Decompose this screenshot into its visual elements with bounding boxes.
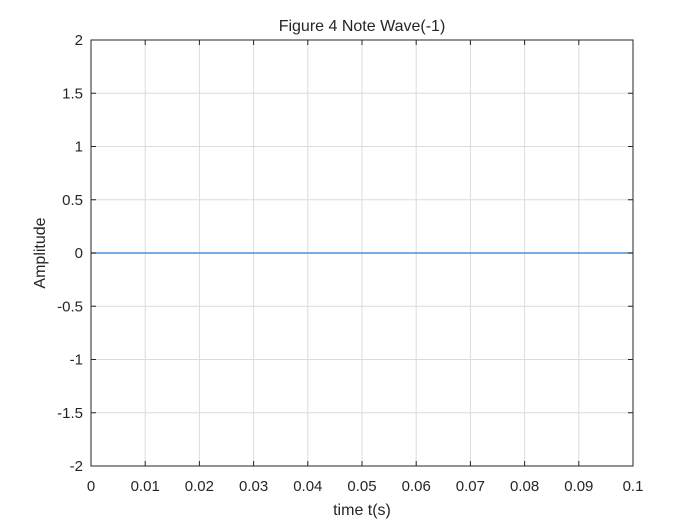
y-tick-label: -0.5 [57, 298, 83, 315]
y-tick-label: -1.5 [57, 405, 83, 422]
y-tick-label: 2 [75, 32, 83, 49]
x-tick-label: 0.01 [131, 478, 160, 495]
y-tick-label: 0 [75, 245, 83, 262]
x-tick-label: 0.09 [564, 478, 593, 495]
y-tick-labels: 2 1.5 1 0.5 0 -0.5 -1 -1.5 -2 [57, 32, 83, 475]
y-tick-label: 1 [75, 139, 83, 156]
x-tick-label: 0.08 [510, 478, 539, 495]
x-tick-label: 0 [87, 478, 95, 495]
x-tick-label: 0.1 [623, 478, 644, 495]
x-tick-label: 0.02 [185, 478, 214, 495]
y-tick-label: 0.5 [62, 192, 83, 209]
x-tick-labels: 0 0.01 0.02 0.03 0.04 0.05 0.06 0.07 0.08 0.09 0.1 [87, 478, 644, 495]
x-tick-label: 0.07 [456, 478, 485, 495]
y-tick-label: -2 [70, 458, 83, 475]
tick-marks [90, 39, 634, 467]
y-tick-label: 1.5 [62, 85, 83, 102]
chart-title: Figure 4 Note Wave(-1) [279, 18, 446, 35]
x-tick-label: 0.03 [239, 478, 268, 495]
x-tick-label: 0.05 [347, 478, 376, 495]
y-tick-label: -1 [70, 352, 83, 369]
x-axis-label: time t(s) [333, 502, 391, 519]
x-tick-label: 0.04 [293, 478, 322, 495]
x-tick-label: 0.06 [402, 478, 431, 495]
y-axis-label: Amplitude [32, 217, 49, 288]
